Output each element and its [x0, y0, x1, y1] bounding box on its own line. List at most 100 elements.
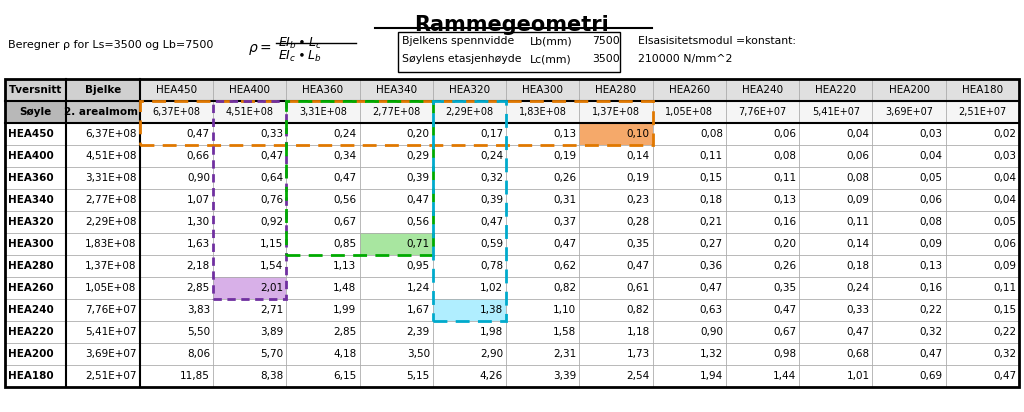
Text: 1,98: 1,98 [480, 327, 503, 337]
Text: 0,08: 0,08 [847, 173, 869, 183]
Text: 2,01: 2,01 [260, 283, 284, 293]
Bar [652, 189, 726, 211]
Bar [213, 79, 287, 101]
Bar [506, 277, 580, 299]
Bar [506, 343, 580, 365]
Bar [726, 101, 799, 123]
Bar [139, 145, 213, 167]
Bar [652, 145, 726, 167]
Bar [5, 211, 67, 233]
Bar [213, 255, 287, 277]
Bar [726, 343, 799, 365]
Text: $EI_b \bullet L_c$: $EI_b \bullet L_c$ [278, 36, 322, 51]
Bar [652, 255, 726, 277]
Bar [5, 167, 67, 189]
Bar [652, 365, 726, 387]
Bar [5, 299, 67, 321]
Bar [580, 101, 652, 123]
Bar [5, 211, 67, 233]
Text: 2,39: 2,39 [407, 327, 430, 337]
Bar [580, 145, 652, 167]
Text: HEA180: HEA180 [8, 371, 53, 381]
Text: 0,22: 0,22 [920, 305, 943, 315]
Bar [5, 123, 67, 145]
Bar [799, 79, 872, 101]
FancyBboxPatch shape [398, 32, 620, 72]
Bar [799, 145, 872, 167]
Text: 1,83E+08: 1,83E+08 [85, 239, 136, 249]
Text: 0,04: 0,04 [847, 129, 869, 139]
Bar [946, 211, 1019, 233]
Bar [359, 255, 433, 277]
Bar [580, 233, 652, 255]
Text: 0,11: 0,11 [846, 217, 869, 227]
Text: 0,71: 0,71 [407, 239, 430, 249]
Bar [359, 189, 433, 211]
Text: 0,16: 0,16 [773, 217, 797, 227]
Bar [433, 343, 506, 365]
Bar [287, 255, 359, 277]
Text: HEA340: HEA340 [8, 195, 53, 205]
Text: 0,08: 0,08 [699, 129, 723, 139]
Bar [799, 145, 872, 167]
Bar [433, 145, 506, 167]
Bar [213, 277, 287, 299]
Text: 2. arealmom.: 2. arealmom. [65, 107, 142, 117]
Bar [433, 299, 506, 321]
Bar [287, 123, 359, 145]
Bar [506, 211, 580, 233]
Bar [872, 277, 946, 299]
Bar [433, 299, 506, 321]
Bar [287, 233, 359, 255]
Bar [872, 101, 946, 123]
Bar [872, 167, 946, 189]
Bar [139, 343, 213, 365]
Text: 0,13: 0,13 [773, 195, 797, 205]
Text: 0,14: 0,14 [627, 151, 649, 161]
Bar [359, 101, 433, 123]
Text: 5,70: 5,70 [260, 349, 284, 359]
Bar [359, 233, 433, 255]
Bar [213, 233, 287, 255]
Bar [5, 321, 67, 343]
Bar [213, 189, 287, 211]
Text: 0,18: 0,18 [699, 195, 723, 205]
Bar [652, 145, 726, 167]
Text: 0,27: 0,27 [699, 239, 723, 249]
Bar [580, 123, 652, 145]
Text: 2,51E+07: 2,51E+07 [85, 371, 136, 381]
Bar [287, 321, 359, 343]
Bar [433, 123, 506, 145]
Bar [799, 167, 872, 189]
Bar [872, 299, 946, 321]
Text: 0,34: 0,34 [334, 151, 356, 161]
Bar [139, 123, 213, 145]
Bar [67, 189, 139, 211]
Bar [872, 343, 946, 365]
Text: 0,17: 0,17 [480, 129, 503, 139]
Bar [799, 189, 872, 211]
Bar [506, 145, 580, 167]
Bar [799, 299, 872, 321]
Text: 0,06: 0,06 [993, 239, 1016, 249]
Bar [359, 123, 433, 145]
Bar [67, 255, 139, 277]
Bar [946, 79, 1019, 101]
Text: 0,06: 0,06 [920, 195, 943, 205]
Bar [67, 365, 139, 387]
Bar [872, 365, 946, 387]
Text: 1,58: 1,58 [553, 327, 577, 337]
Text: 0,11: 0,11 [993, 283, 1016, 293]
Text: 0,67: 0,67 [334, 217, 356, 227]
Bar [726, 167, 799, 189]
Text: 0,76: 0,76 [260, 195, 284, 205]
Bar [213, 123, 287, 145]
Bar [946, 167, 1019, 189]
Bar [652, 211, 726, 233]
Text: HEA340: HEA340 [376, 85, 417, 95]
Text: 0,61: 0,61 [627, 283, 649, 293]
Text: 5,15: 5,15 [407, 371, 430, 381]
Bar [872, 189, 946, 211]
Bar [5, 233, 67, 255]
Text: 0,35: 0,35 [627, 239, 649, 249]
